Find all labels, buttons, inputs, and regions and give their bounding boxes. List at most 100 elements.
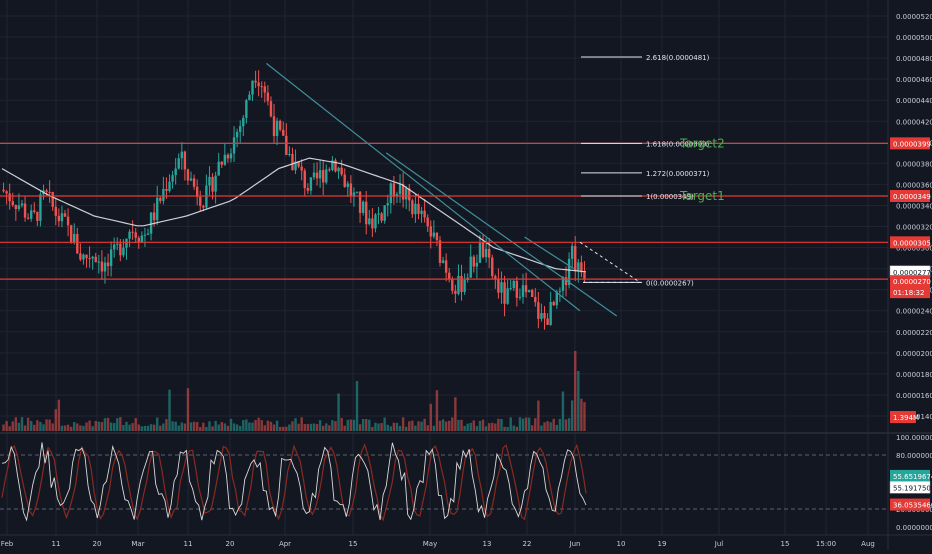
volume-bar [189, 422, 193, 431]
candle-body [481, 242, 485, 258]
price-axis-tick-label: 0.0000520 [896, 13, 932, 21]
volume-bar [211, 426, 214, 431]
volume-bar [183, 423, 187, 431]
time-axis-tick-label: 20 [226, 540, 235, 548]
time-axis-tick-label: 11 [184, 540, 193, 548]
price-badge [890, 236, 930, 249]
candle-body [432, 232, 436, 237]
candle-body [125, 238, 128, 248]
volume-bar [534, 418, 537, 431]
candle-body [8, 193, 11, 202]
candle-body [134, 232, 137, 238]
volume-bar [82, 425, 85, 431]
candle-body [303, 170, 306, 189]
volume-bar [282, 426, 285, 431]
candle-body [297, 161, 300, 167]
candle-body [2, 189, 5, 192]
volume-bar [30, 420, 33, 431]
volume-bar [567, 418, 571, 431]
volume-bar [88, 420, 91, 431]
volume-bar [315, 424, 319, 431]
volume-bar [217, 424, 220, 431]
candle-body [469, 256, 472, 278]
candle-body [103, 262, 107, 272]
volume-bar [309, 423, 313, 431]
volume-bar [454, 397, 457, 431]
candle-body [23, 203, 27, 218]
candle-body [454, 290, 457, 294]
volume-bar [116, 418, 119, 431]
time-axis-tick-label: 13 [483, 540, 492, 548]
candle-body [358, 191, 362, 213]
volume-bar [245, 419, 248, 431]
volume-bar [537, 400, 540, 431]
candle-body [561, 277, 565, 291]
candle-body [217, 161, 220, 176]
volume-bar [512, 425, 515, 431]
candle-body [269, 101, 273, 117]
volume-bar [195, 422, 199, 431]
candle-body [423, 210, 426, 218]
candle-body [392, 183, 396, 197]
volume-bar [306, 423, 310, 431]
volume-bar [202, 422, 205, 431]
candle-body [340, 167, 343, 175]
candle-body [577, 262, 580, 272]
candle-body [82, 254, 85, 260]
price-axis-tick-label: 0.0000160 [896, 392, 932, 400]
volume-bar [63, 425, 67, 431]
volume-bar [337, 393, 340, 431]
candle-body [497, 279, 500, 293]
candle-body [395, 194, 399, 197]
candle-body [306, 188, 310, 191]
price-badge [890, 286, 930, 299]
volume-bar [555, 424, 558, 431]
candle-body [540, 313, 543, 319]
candle-body [494, 276, 497, 280]
volume-bar [448, 420, 451, 431]
price-axis-tick-label: 0.0000440 [896, 97, 932, 105]
volume-bar [66, 424, 70, 431]
candle-body [60, 213, 64, 222]
candle-body [106, 262, 110, 267]
candle-body [275, 120, 279, 137]
volume-bar [343, 425, 346, 431]
candle-body [48, 191, 51, 193]
volume-bar [192, 421, 196, 431]
candle-body [500, 282, 503, 293]
candle-body [248, 94, 251, 101]
volume-bar [527, 417, 531, 431]
volume-bar [54, 409, 57, 431]
volume-bar [420, 421, 423, 431]
volume-bar [432, 425, 436, 431]
volume-bar [33, 424, 36, 431]
volume-bar [358, 424, 362, 431]
stochastic-k-line [1, 442, 587, 522]
fib-level-label: 2.618(0.0000481) [646, 54, 710, 62]
target2-annotation: Target2 [679, 136, 725, 150]
volume-bar [79, 425, 82, 431]
price-badge [890, 190, 930, 202]
candle-body [441, 260, 445, 263]
volume-bar [438, 420, 442, 431]
volume-bar [509, 417, 512, 431]
volume-bar [94, 420, 97, 431]
volume-bar [361, 419, 365, 431]
candle-body [211, 176, 214, 192]
volume-bar [146, 425, 150, 431]
volume-bar [365, 418, 368, 431]
time-axis-tick-label: Jun [569, 540, 581, 548]
candle-body [552, 301, 555, 306]
trendline [265, 62, 581, 312]
volume-bar [386, 424, 389, 431]
volume-bar [149, 424, 153, 431]
volume-bar [112, 423, 116, 431]
candle-body [460, 275, 463, 292]
candle-body [386, 203, 389, 206]
candle-body [11, 201, 14, 206]
candle-body [30, 210, 33, 219]
volume-bar [380, 423, 383, 431]
volume-bar [125, 421, 128, 431]
